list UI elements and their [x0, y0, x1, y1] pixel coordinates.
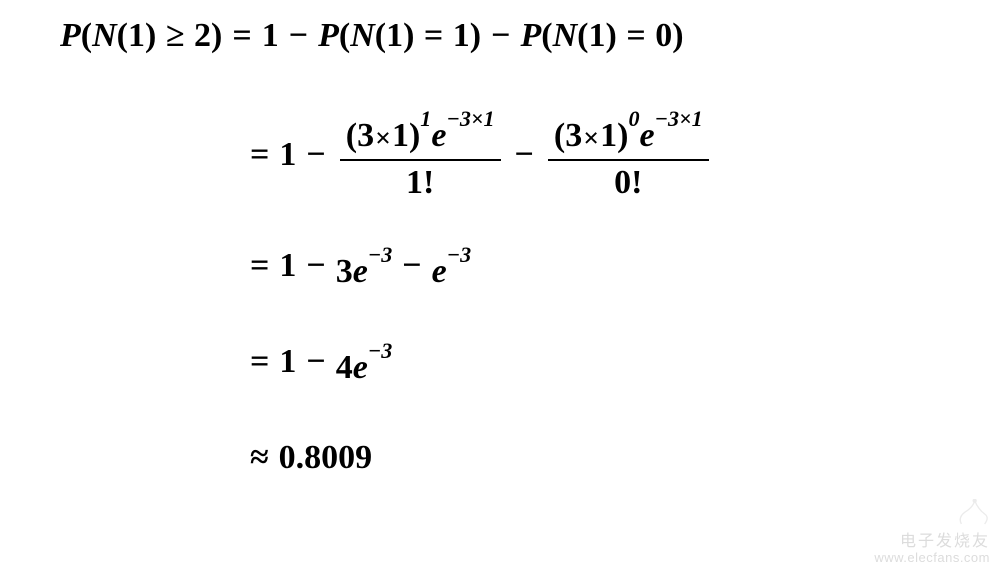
equation-line-3: = 1 − 3e−3 − e−3: [240, 240, 960, 292]
minus-sign: −: [392, 247, 431, 285]
equals-sign: =: [240, 136, 279, 174]
minus-sign: −: [296, 343, 335, 381]
term-1: 1: [279, 136, 296, 174]
watermark: 电子发烧友 www.elecfans.com: [874, 499, 990, 565]
term-e: e−3: [432, 242, 472, 291]
fraction-bar: [548, 159, 709, 161]
term-1: 1: [279, 343, 296, 381]
fraction-1-denominator: 1!: [400, 163, 440, 204]
minus-sign: −: [296, 136, 335, 174]
fraction-bar: [340, 159, 501, 161]
term-p1: P(N(1) = 1): [318, 17, 481, 55]
watermark-url: www.elecfans.com: [874, 551, 990, 565]
lhs: P(N(1) ≥ 2): [60, 17, 222, 55]
equation-line-1: P(N(1) ≥ 2) = 1 − P(N(1) = 1) − P(N(1) =…: [60, 8, 960, 64]
minus-sign: −: [481, 17, 520, 55]
fraction-2-denominator: 0!: [608, 163, 648, 204]
watermark-brand: 电子发烧友: [874, 533, 990, 551]
fraction-1-numerator: (3×1)1e−3×1: [340, 106, 501, 157]
result-value: 0.8009: [279, 439, 373, 477]
equation-line-4: = 1 − 4e−3: [240, 336, 960, 388]
equation-line-5: ≈ 0.8009: [240, 432, 960, 484]
term-3e: 3e−3: [336, 242, 393, 291]
watermark-logo-icon: [956, 499, 990, 529]
minus-sign: −: [279, 17, 318, 55]
fraction-1: (3×1)1e−3×1 1!: [340, 106, 501, 203]
minus-sign: −: [505, 136, 544, 174]
fraction-2-numerator: (3×1)0e−3×1: [548, 106, 709, 157]
term-1: 1: [262, 17, 279, 55]
term-4e: 4e−3: [336, 338, 393, 387]
equals-sign: =: [222, 17, 261, 55]
approx-sign: ≈: [240, 439, 279, 477]
term-p0: P(N(1) = 0): [520, 17, 683, 55]
equation-block: P(N(1) ≥ 2) = 1 − P(N(1) = 1) − P(N(1) =…: [60, 8, 960, 484]
fraction-2: (3×1)0e−3×1 0!: [548, 106, 709, 203]
equation-line-2: = 1 − (3×1)1e−3×1 1! − (3×1)0e−3×1 0!: [240, 110, 960, 200]
equals-sign: =: [240, 247, 279, 285]
term-1: 1: [279, 247, 296, 285]
minus-sign: −: [296, 247, 335, 285]
equals-sign: =: [240, 343, 279, 381]
